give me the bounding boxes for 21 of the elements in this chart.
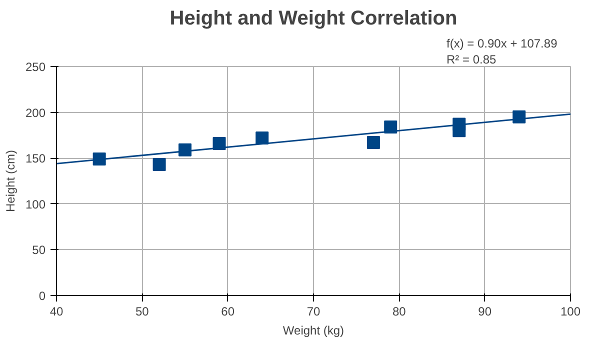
x-tick-label: 90 (478, 304, 492, 318)
y-tick-label: 0 (38, 289, 46, 303)
y-tick-label: 100 (25, 197, 46, 212)
x-axis-title: Weight (kg) (282, 324, 344, 338)
x-tick-label: 50 (135, 304, 150, 318)
y-tick-label: 150 (25, 152, 46, 166)
y-tick-label: 200 (25, 106, 46, 120)
x-tick-label: 100 (560, 304, 581, 318)
text: R² = 0.85 (446, 52, 497, 66)
point (152, 158, 166, 172)
y-axis-title: Height (cm) (3, 150, 18, 212)
point (366, 136, 380, 150)
x-tick-label: 40 (50, 304, 64, 318)
x-tick-label: 60 (221, 304, 235, 318)
chart-title: Height and Weight Correlation (170, 8, 458, 30)
point (256, 131, 269, 144)
y-tick-label: 50 (32, 243, 46, 258)
x-tick-label: 80 (392, 304, 406, 318)
y-tick-label: 250 (25, 60, 46, 74)
text: f(x) = 0.90x + 107.89 (446, 36, 558, 50)
x-tick-label: 70 (306, 304, 320, 318)
